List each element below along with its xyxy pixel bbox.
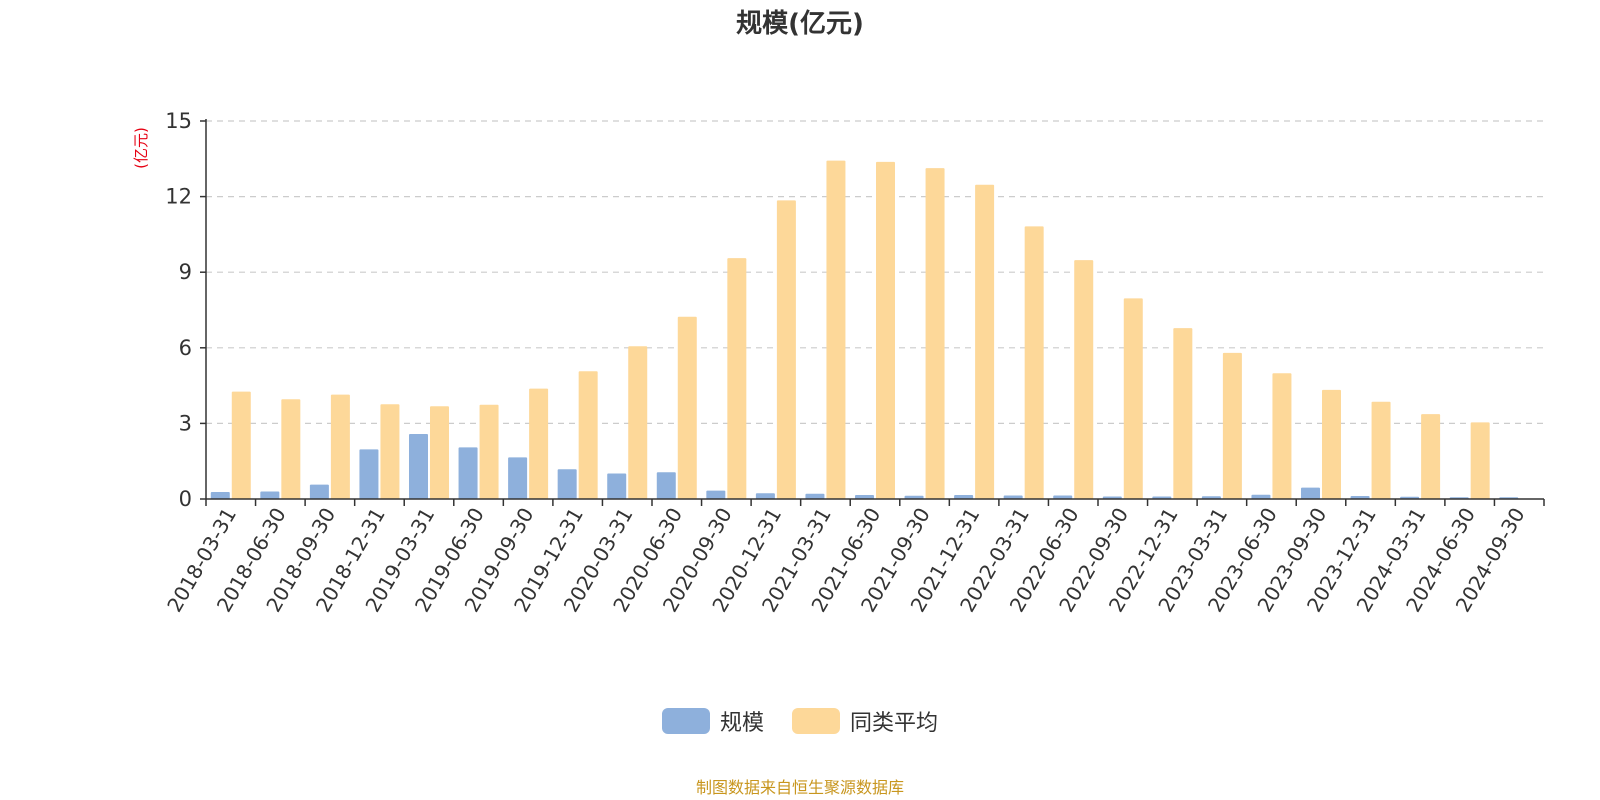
bar-peer-average[interactable]	[479, 404, 499, 499]
y-tick-label: 6	[179, 336, 192, 360]
legend-item-scale[interactable]: 规模	[661, 705, 764, 737]
y-tick-label: 9	[179, 260, 192, 284]
bar-scale[interactable]	[656, 472, 676, 499]
bar-scale[interactable]	[309, 484, 329, 499]
source-note: 制图数据来自恒生聚源数据库	[695, 778, 904, 797]
bar-peer-average[interactable]	[1322, 389, 1341, 499]
bar-peer-average[interactable]	[281, 399, 301, 499]
bar-scale[interactable]	[1301, 487, 1320, 499]
legend: 规模 同类平均	[0, 705, 1600, 737]
legend-label-scale: 规模	[719, 711, 764, 736]
bar-scale[interactable]	[607, 473, 627, 499]
bar-chart: 036912152018-03-312018-06-302018-09-3020…	[132, 109, 1545, 616]
bar-scale[interactable]	[805, 493, 825, 499]
bar-peer-average[interactable]	[1024, 226, 1044, 499]
legend-swatch-scale	[661, 708, 710, 734]
bar-peer-average[interactable]	[1371, 401, 1391, 499]
y-tick-label: 0	[179, 487, 192, 511]
bars	[210, 160, 1519, 500]
bar-peer-average[interactable]	[1074, 260, 1094, 499]
bar-peer-average[interactable]	[1123, 298, 1143, 499]
bar-scale[interactable]	[904, 495, 924, 499]
bar-peer-average[interactable]	[380, 404, 400, 499]
bar-scale[interactable]	[1251, 494, 1271, 499]
legend-label-peer-average: 同类平均	[850, 711, 939, 736]
bar-scale[interactable]	[458, 447, 478, 499]
bar-peer-average[interactable]	[628, 346, 648, 499]
bar-peer-average[interactable]	[430, 406, 449, 499]
bar-scale[interactable]	[1350, 495, 1370, 499]
legend-swatch-peer-average	[792, 708, 840, 734]
y-axis-label: (亿元)	[132, 127, 150, 169]
bar-scale[interactable]	[409, 433, 428, 499]
bar-peer-average[interactable]	[1272, 373, 1292, 499]
bar-peer-average[interactable]	[727, 258, 747, 499]
chart-title: 规模(亿元)	[736, 9, 864, 39]
bar-scale[interactable]	[855, 494, 874, 499]
bar-peer-average[interactable]	[330, 394, 350, 499]
bar-peer-average[interactable]	[1173, 328, 1193, 499]
bar-scale[interactable]	[706, 490, 726, 499]
grid-lines	[206, 120, 1544, 424]
bar-peer-average[interactable]	[1470, 422, 1490, 499]
bar-scale[interactable]	[508, 457, 528, 499]
bar-peer-average[interactable]	[826, 160, 846, 499]
bar-peer-average[interactable]	[677, 316, 697, 499]
bar-peer-average[interactable]	[231, 391, 251, 499]
bar-scale[interactable]	[359, 449, 379, 499]
axes	[200, 119, 1545, 506]
bar-peer-average[interactable]	[1421, 414, 1441, 499]
bar-scale[interactable]	[1003, 495, 1023, 499]
legend-item-peer-average[interactable]: 同类平均	[792, 705, 938, 737]
bar-peer-average[interactable]	[925, 168, 945, 499]
bar-peer-average[interactable]	[776, 200, 796, 499]
tick-labels: 036912152018-03-312018-06-302018-09-3020…	[162, 109, 1529, 616]
y-tick-label: 12	[165, 185, 192, 209]
y-tick-label: 3	[179, 411, 192, 435]
bar-peer-average[interactable]	[876, 161, 895, 499]
bar-scale[interactable]	[1053, 495, 1073, 499]
bar-scale[interactable]	[210, 491, 230, 499]
y-tick-label: 15	[165, 109, 192, 133]
bar-peer-average[interactable]	[975, 184, 995, 500]
bar-peer-average[interactable]	[1222, 352, 1242, 499]
bar-peer-average[interactable]	[578, 371, 598, 499]
bar-peer-average[interactable]	[529, 388, 549, 499]
bar-scale[interactable]	[954, 494, 974, 499]
bar-scale[interactable]	[755, 493, 775, 499]
bar-scale[interactable]	[260, 491, 280, 499]
bar-scale[interactable]	[557, 469, 577, 499]
